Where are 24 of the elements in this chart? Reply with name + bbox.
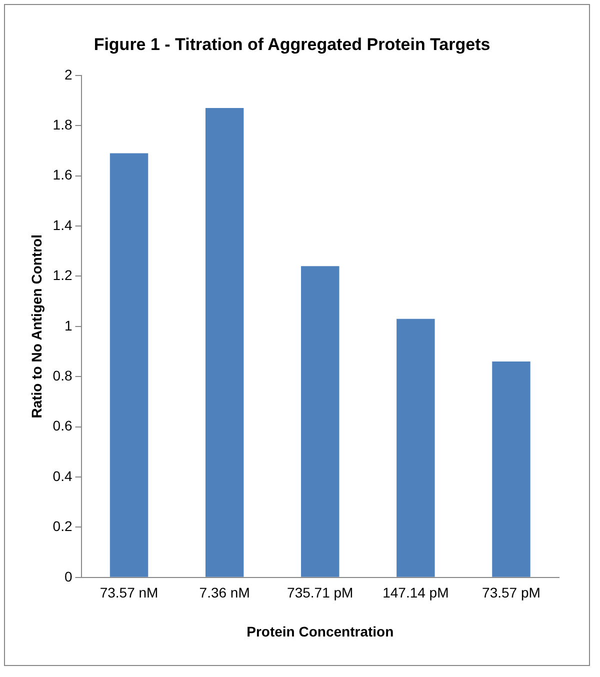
bar bbox=[205, 108, 244, 577]
y-tick-label: 0.6 bbox=[52, 418, 72, 434]
y-tick-label: 1.2 bbox=[52, 267, 72, 284]
y-tick-label: 1.8 bbox=[52, 116, 72, 132]
y-axis-title: Ratio to No Antigen Control bbox=[28, 234, 44, 418]
x-tick-label: 73.57 pM bbox=[482, 584, 540, 601]
x-tick-label: 73.57 nM bbox=[100, 584, 158, 601]
x-tick-label: 735.71 pM bbox=[287, 584, 354, 601]
y-tick-label: 1 bbox=[64, 317, 72, 334]
y-tick-label: 0.8 bbox=[52, 367, 72, 384]
bar bbox=[301, 266, 340, 577]
chart-title: Figure 1 - Titration of Aggregated Protein Targets bbox=[94, 34, 490, 54]
bar bbox=[396, 318, 435, 577]
x-axis-title: Protein Concentration bbox=[246, 623, 394, 640]
y-tick-label: 1.6 bbox=[52, 166, 72, 183]
x-tick-label: 147.14 pM bbox=[382, 584, 449, 601]
y-tick-label: 0.4 bbox=[52, 468, 72, 484]
bar bbox=[110, 153, 148, 577]
y-tick-label: 1.4 bbox=[52, 216, 72, 233]
bar bbox=[492, 362, 530, 577]
x-tick-label: 7.36 nM bbox=[199, 584, 250, 601]
y-tick-label: 0.2 bbox=[52, 518, 72, 534]
y-tick-label: 0 bbox=[64, 568, 72, 584]
y-tick-label: 2 bbox=[64, 66, 72, 82]
